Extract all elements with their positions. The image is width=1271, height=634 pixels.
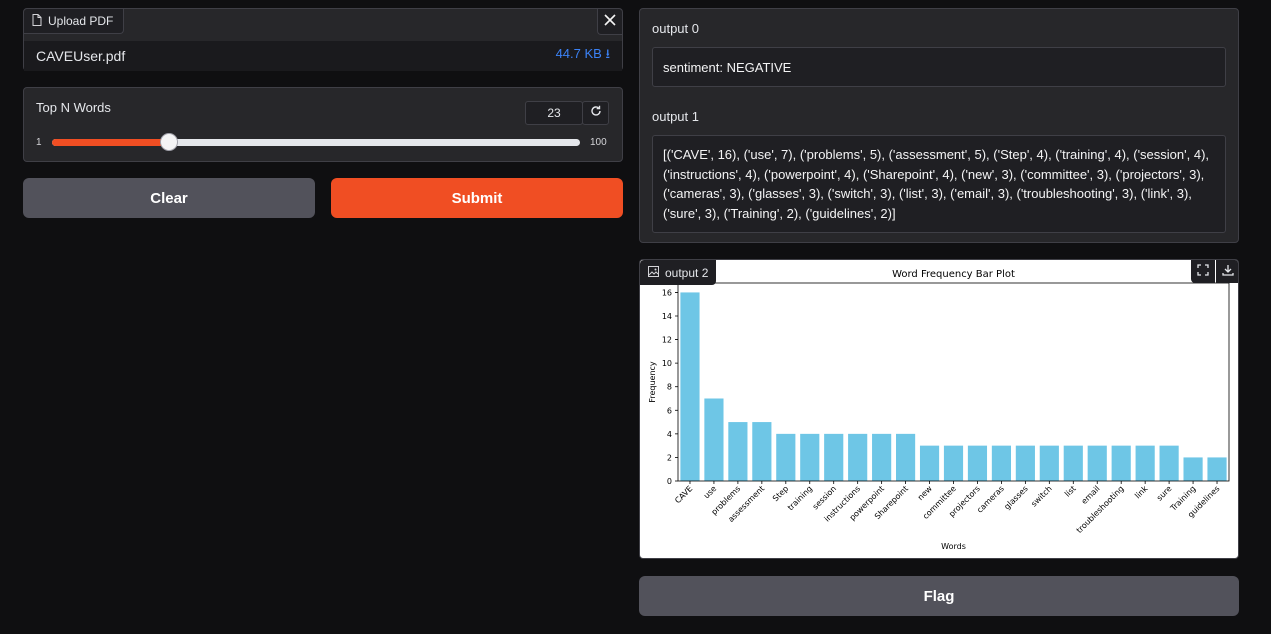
download-icon — [1222, 263, 1234, 281]
bar-session — [824, 433, 844, 481]
bar-projectors — [967, 445, 988, 481]
bar-sure — [1159, 445, 1179, 481]
y-tick-label: 10 — [662, 359, 672, 368]
reset-button[interactable] — [582, 101, 609, 125]
x-tick-label: email — [1080, 484, 1102, 506]
file-upload[interactable]: Upload PDF CAVEUser.pdf 44.7 KB ⭳ — [23, 8, 623, 71]
bar-training — [800, 433, 820, 481]
bar-powerpoint — [872, 433, 892, 481]
slider-track[interactable] — [52, 133, 580, 151]
slider-fill — [52, 139, 170, 146]
x-tick-label: glasses — [1002, 484, 1029, 511]
bar-new — [919, 445, 940, 481]
x-tick-label: use — [702, 484, 718, 500]
bar-email — [1087, 445, 1107, 481]
bar-use — [704, 398, 724, 481]
y-tick-label: 0 — [667, 477, 672, 486]
x-tick-label: CAVE — [673, 484, 694, 505]
y-tick-label: 14 — [662, 312, 672, 321]
bar-glasses — [1015, 445, 1035, 481]
output-1-label: output 1 — [652, 109, 699, 124]
x-tick-label: switch — [1029, 484, 1053, 508]
reset-icon — [590, 104, 602, 122]
slider-thumb[interactable] — [160, 133, 179, 151]
word-frequency-chart: Word Frequency Bar Plot 0 2 4 6 8 10 12 14 16 CAVE… — [648, 269, 1230, 551]
y-tick-label: 8 — [667, 383, 672, 392]
file-size-download-link[interactable]: 44.7 KB ⭳ — [555, 46, 610, 61]
x-tick-label: Step — [771, 484, 790, 503]
slider-number-input[interactable]: 23 — [525, 101, 583, 125]
bar-CAVE — [680, 292, 700, 481]
x-tick-label: list — [1063, 484, 1078, 499]
image-icon — [648, 265, 659, 280]
file-icon — [32, 13, 42, 29]
upload-label-text: Upload PDF — [48, 14, 114, 28]
bar-link — [1135, 445, 1155, 481]
bar-switch — [1039, 445, 1059, 481]
output-0-textbox[interactable]: sentiment: NEGATIVE — [652, 47, 1226, 87]
output-2-label-chip: output 2 — [640, 260, 717, 285]
outputs-panel: output 0 sentiment: NEGATIVE output 1 [(… — [639, 8, 1239, 243]
chart-title: Word Frequency Bar Plot — [892, 269, 1015, 280]
output-0-label: output 0 — [652, 21, 699, 36]
bar-guidelines — [1207, 457, 1227, 481]
submit-button[interactable]: Submit — [331, 178, 623, 218]
x-tick-label: link — [1133, 484, 1150, 501]
output-1-textbox[interactable]: [('CAVE', 16), ('use', 7), ('problems', … — [652, 135, 1226, 233]
uploaded-file-row: CAVEUser.pdf 44.7 KB ⭳ — [24, 41, 622, 71]
y-tick-label: 4 — [667, 430, 672, 439]
bar-problems — [728, 422, 748, 481]
y-tick-label: 2 — [667, 453, 672, 462]
fullscreen-icon — [1197, 263, 1209, 281]
remove-file-button[interactable] — [597, 9, 622, 35]
clear-button[interactable]: Clear — [23, 178, 315, 218]
y-axis-label: Frequency — [648, 361, 657, 403]
y-tick-label: 16 — [662, 288, 672, 297]
x-tick-label: sure — [1155, 484, 1174, 503]
slider-label: Top N Words — [36, 100, 111, 115]
flag-button[interactable]: Flag — [639, 576, 1239, 616]
slider-min: 1 — [36, 137, 42, 148]
y-tick-label: 12 — [662, 336, 672, 345]
bar-Sharepoint — [896, 433, 916, 481]
x-tick-label: training — [786, 484, 814, 512]
x-tick-label: new — [916, 484, 934, 502]
upload-label: Upload PDF — [24, 9, 125, 34]
y-tick-label: 6 — [667, 406, 672, 415]
bar-list — [1063, 445, 1083, 481]
file-name: CAVEUser.pdf — [36, 48, 126, 64]
top-n-words-slider-block: Top N Words 23 1 100 — [23, 87, 623, 162]
bar-Training — [1183, 457, 1203, 481]
close-icon — [604, 13, 616, 31]
bar-troubleshooting — [1111, 445, 1131, 481]
bar-instructions — [848, 433, 868, 481]
output-2-plot: output 2 Word Frequency Bar Plot 0 2 4 6 8 10 1… — [639, 259, 1239, 559]
fullscreen-button[interactable] — [1191, 260, 1215, 283]
output-2-label: output 2 — [665, 265, 709, 280]
slider-max: 100 — [590, 137, 607, 148]
bar-assessment — [752, 422, 772, 481]
bar-Step — [776, 433, 796, 481]
download-button[interactable] — [1216, 260, 1238, 283]
bar-committee — [943, 445, 964, 481]
bar-cameras — [991, 445, 1011, 481]
x-axis-label: Words — [941, 542, 966, 551]
